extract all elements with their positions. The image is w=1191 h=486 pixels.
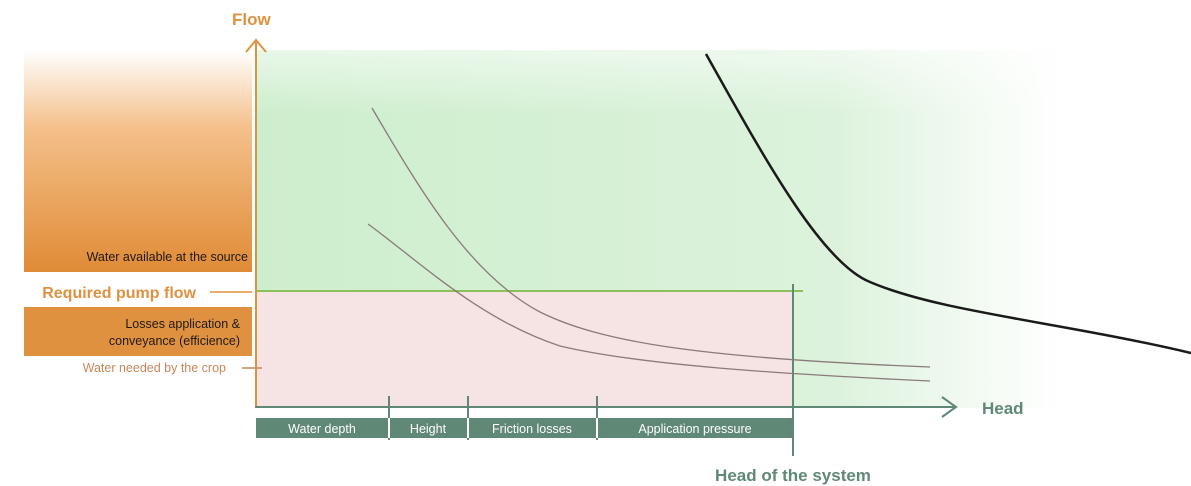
segment-label-application-pressure: Application pressure [638, 422, 751, 436]
head-of-system-label: Head of the system [715, 466, 871, 485]
head-segment-bar [256, 418, 793, 438]
crop-water-label: Water needed by the crop [83, 361, 226, 375]
source-water-label: Water available at the source [87, 250, 248, 264]
losses-bar [24, 307, 252, 356]
segment-label-friction-losses: Friction losses [492, 422, 572, 436]
y-axis-title: Flow [232, 10, 271, 29]
required-pump-flow-label: Required pump flow [42, 285, 196, 302]
segment-label-water-depth: Water depth [288, 422, 356, 436]
losses-label-line1: Losses application & [125, 317, 240, 331]
pump-curve [704, 53, 1191, 355]
segment-label-height: Height [410, 422, 447, 436]
y-axis-arrow [245, 38, 267, 53]
system-curve-upper [371, 107, 931, 368]
source-water-bar [24, 50, 252, 272]
losses-label-line2: conveyance (efficience) [109, 334, 240, 348]
operating-region [256, 291, 793, 406]
system-curve-lower [367, 223, 931, 382]
x-axis-title: Head [982, 399, 1024, 418]
x-axis-arrow [941, 396, 958, 418]
